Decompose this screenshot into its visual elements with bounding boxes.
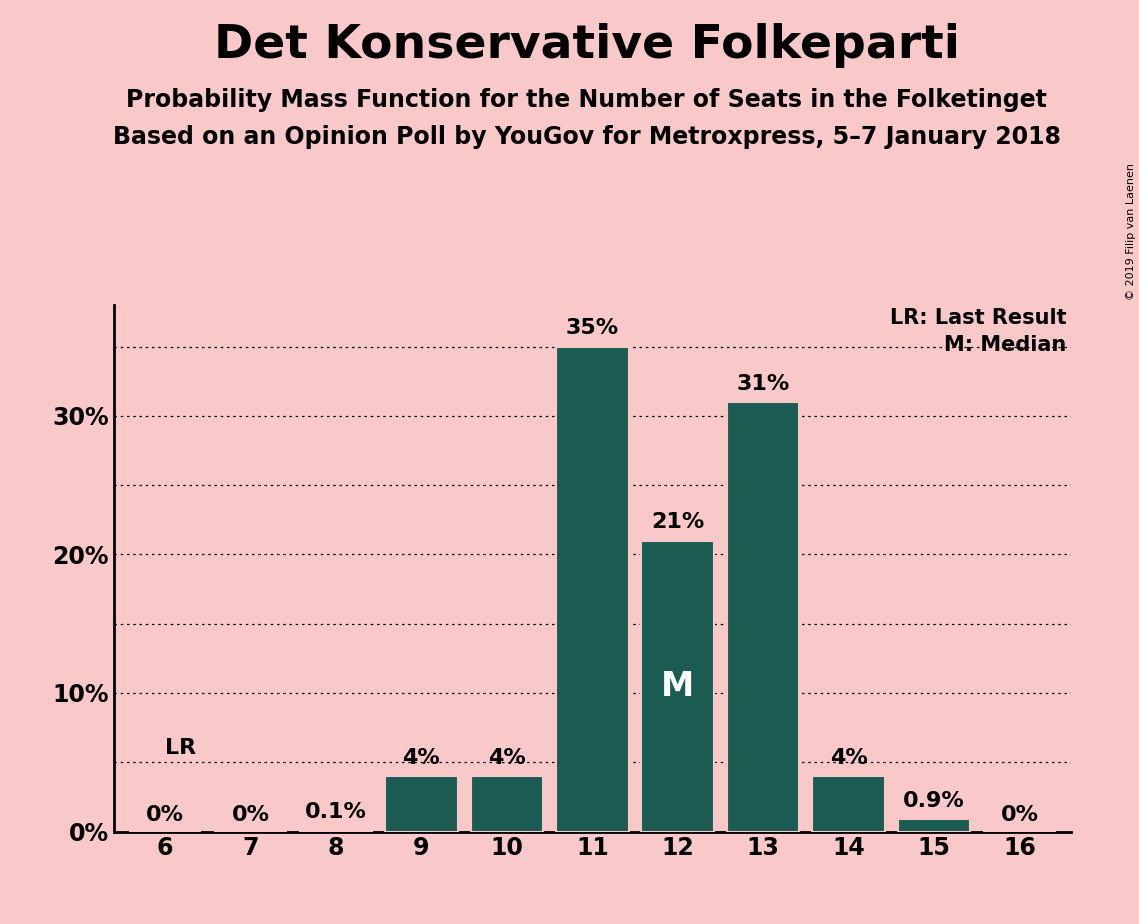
Text: 0%: 0% bbox=[146, 805, 185, 824]
Text: 0%: 0% bbox=[1000, 805, 1039, 824]
Text: M: Median: M: Median bbox=[944, 335, 1066, 356]
Bar bbox=[727, 402, 800, 832]
Text: 0.1%: 0.1% bbox=[305, 802, 367, 822]
Text: © 2019 Filip van Laenen: © 2019 Filip van Laenen bbox=[1126, 163, 1136, 299]
Text: 4%: 4% bbox=[487, 748, 526, 768]
Bar bbox=[470, 776, 543, 832]
Bar bbox=[641, 541, 714, 832]
Text: 4%: 4% bbox=[829, 748, 868, 768]
Text: 0.9%: 0.9% bbox=[903, 791, 965, 811]
Text: Det Konservative Folkeparti: Det Konservative Folkeparti bbox=[214, 23, 959, 68]
Text: LR: Last Result: LR: Last Result bbox=[890, 308, 1066, 328]
Text: 0%: 0% bbox=[231, 805, 270, 824]
Bar bbox=[300, 830, 372, 832]
Text: 4%: 4% bbox=[402, 748, 441, 768]
Text: Based on an Opinion Poll by YouGov for Metroxpress, 5–7 January 2018: Based on an Opinion Poll by YouGov for M… bbox=[113, 125, 1060, 149]
Bar bbox=[385, 776, 458, 832]
Text: 21%: 21% bbox=[652, 512, 704, 532]
Bar bbox=[898, 819, 970, 832]
Bar bbox=[556, 346, 629, 832]
Text: 31%: 31% bbox=[737, 373, 789, 394]
Bar bbox=[812, 776, 885, 832]
Text: LR: LR bbox=[165, 738, 196, 758]
Text: M: M bbox=[661, 670, 695, 702]
Text: 35%: 35% bbox=[566, 318, 618, 338]
Text: Probability Mass Function for the Number of Seats in the Folketinget: Probability Mass Function for the Number… bbox=[126, 88, 1047, 112]
